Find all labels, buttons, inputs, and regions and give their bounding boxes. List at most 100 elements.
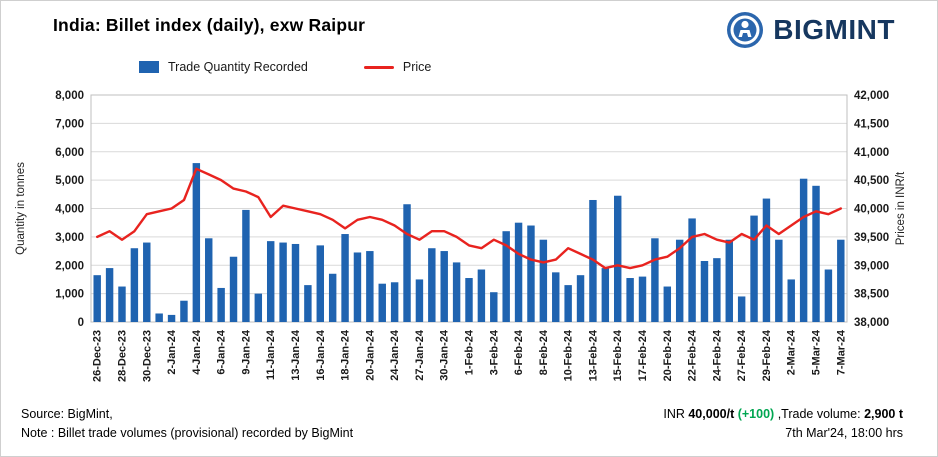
bar	[291, 243, 300, 322]
svg-text:6,000: 6,000	[55, 147, 84, 159]
bar	[539, 239, 548, 322]
bar	[663, 286, 672, 322]
left-axis-title: Quantity in tonnes	[15, 162, 27, 255]
bar	[440, 251, 448, 322]
svg-text:15-Feb-24: 15-Feb-24	[612, 329, 624, 381]
bar	[502, 231, 510, 322]
bar	[688, 218, 696, 322]
svg-text:20-Jan-24: 20-Jan-24	[364, 329, 376, 381]
bar	[452, 262, 461, 322]
svg-text:17-Feb-24: 17-Feb-24	[637, 329, 649, 381]
svg-text:2-Jan-24: 2-Jan-24	[166, 329, 178, 375]
svg-text:2-Mar-24: 2-Mar-24	[786, 329, 798, 375]
bar	[725, 239, 733, 322]
svg-text:3,000: 3,000	[55, 232, 84, 244]
footer-source: Source: BigMint, Note : Billet trade vol…	[21, 405, 353, 444]
right-axis-title: Prices in INR/t	[895, 171, 907, 245]
svg-text:4-Jan-24: 4-Jan-24	[191, 329, 203, 375]
combo-chart: 0 1,000 2,000 3,000 4,000 5,000 6,000 7,000 8,00…	[15, 90, 907, 382]
bar	[192, 163, 201, 322]
bar	[366, 251, 374, 322]
svg-text:18-Jan-24: 18-Jan-24	[340, 329, 352, 381]
svg-text:20-Feb-24: 20-Feb-24	[662, 329, 674, 381]
bar	[242, 209, 250, 322]
svg-text:9-Jan-24: 9-Jan-24	[240, 329, 252, 375]
legend-bar-swatch	[139, 61, 159, 73]
bar	[180, 300, 188, 322]
svg-text:10-Feb-24: 10-Feb-24	[563, 329, 575, 381]
bar	[266, 241, 275, 322]
bar	[403, 204, 411, 322]
svg-text:7,000: 7,000	[55, 118, 84, 130]
svg-text:6-Jan-24: 6-Jan-24	[216, 329, 228, 375]
bar	[576, 275, 585, 322]
bar	[254, 293, 263, 322]
svg-text:13-Jan-24: 13-Jan-24	[290, 329, 302, 381]
price-line	[95, 167, 842, 270]
svg-text:5,000: 5,000	[55, 175, 84, 187]
bar	[713, 258, 721, 322]
svg-text:26-Dec-23: 26-Dec-23	[92, 330, 104, 382]
bar	[564, 285, 572, 322]
svg-text:40,500: 40,500	[854, 175, 889, 187]
page-title: India: Billet index (daily), exw Raipur	[53, 15, 366, 35]
bar	[341, 234, 349, 322]
left-axis-ticks: 0 1,000 2,000 3,000 4,000 5,000 6,000 7,000 8,00…	[55, 90, 84, 329]
bar	[353, 252, 362, 322]
timestamp: 7th Mar'24, 18:00 hrs	[785, 426, 903, 441]
svg-text:30-Jan-24: 30-Jan-24	[439, 329, 451, 381]
svg-text:8-Feb-24: 8-Feb-24	[538, 329, 550, 375]
bar	[750, 215, 758, 322]
chart-legend: Trade Quantity Recorded Price	[139, 60, 431, 74]
bar	[787, 279, 795, 322]
bigmint-logo-text: BIGMINT	[773, 14, 895, 45]
bar	[217, 287, 225, 322]
bar	[465, 278, 473, 322]
svg-text:41,500: 41,500	[854, 118, 889, 130]
bar	[824, 269, 833, 322]
bar	[514, 222, 523, 322]
svg-text:16-Jan-24: 16-Jan-24	[315, 329, 327, 381]
svg-text:39,000: 39,000	[854, 260, 889, 272]
svg-text:24-Jan-24: 24-Jan-24	[389, 329, 401, 381]
bar	[155, 313, 163, 322]
footer-price-summary: INR 40,000/t (+100) ,Trade volume: 2,900…	[663, 405, 903, 444]
bar	[105, 268, 114, 322]
bar	[700, 260, 709, 322]
trade-quantity-bars	[93, 163, 845, 322]
svg-text:3-Feb-24: 3-Feb-24	[488, 329, 500, 375]
bar	[651, 238, 659, 322]
svg-text:27-Feb-24: 27-Feb-24	[736, 329, 748, 381]
svg-text:27-Jan-24: 27-Jan-24	[414, 329, 426, 381]
bar	[304, 285, 312, 322]
bar	[601, 268, 610, 322]
svg-text:42,000: 42,000	[854, 90, 889, 102]
svg-text:13-Feb-24: 13-Feb-24	[587, 329, 599, 381]
price-prefix: INR	[663, 407, 685, 421]
bar	[490, 292, 498, 322]
bar	[477, 269, 486, 322]
svg-text:5-Mar-24: 5-Mar-24	[811, 329, 823, 375]
x-axis-labels: 26-Dec-23 28-Dec-23 30-Dec-23 2-Jan-24 4-Jan…	[92, 329, 848, 382]
right-axis-ticks: 38,000 38,500 39,000 39,500 40,000 40,500 41,0…	[854, 90, 889, 329]
svg-text:6-Feb-24: 6-Feb-24	[513, 329, 525, 375]
bar	[762, 198, 771, 322]
svg-text:2,000: 2,000	[55, 260, 84, 272]
price-summary-line: INR 40,000/t (+100) ,Trade volume: 2,900…	[663, 405, 903, 424]
legend-line-swatch	[363, 65, 394, 69]
bar	[93, 275, 101, 322]
bar	[775, 239, 783, 322]
bar	[415, 279, 424, 322]
legend-item-price: Price	[363, 60, 431, 74]
bar	[638, 276, 647, 322]
bar	[614, 195, 622, 322]
bar	[428, 248, 436, 322]
bigmint-logo: BIGMINT	[725, 10, 895, 50]
bar	[205, 238, 213, 322]
svg-text:30-Dec-23: 30-Dec-23	[141, 330, 153, 382]
svg-text:8,000: 8,000	[55, 90, 84, 102]
bar	[328, 273, 337, 322]
bar	[279, 242, 287, 322]
bar	[799, 178, 808, 322]
